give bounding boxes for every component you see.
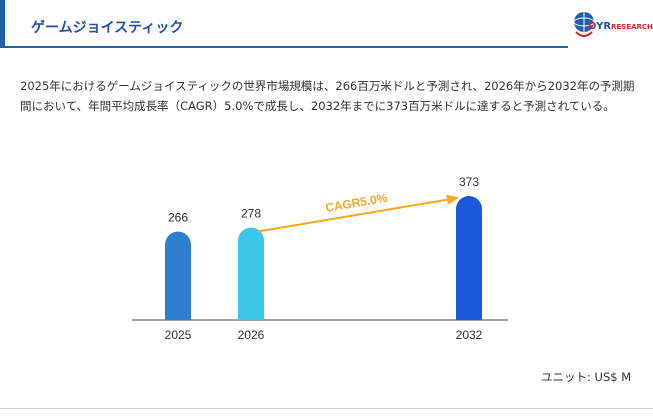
market-description: 2025年におけるゲームジョイスティックの世界市場規模は、266百万米ドルと予測… [20,79,635,113]
bar-2025 [165,231,191,320]
header-accent-bar [0,0,5,48]
logo-text: OYRRESEARCH [588,21,653,32]
cagr-arrow-head [446,194,459,205]
cagr-arrow-line [256,197,458,233]
unit-label: ユニット: US$ M [541,370,632,384]
logo-letter-o: O [588,21,597,32]
header: ゲームジョイスティック OYRRESEARCH [0,0,653,60]
data-label-2025: 266 [168,211,188,225]
data-label-2026: 278 [241,207,261,221]
bar-2032 [456,196,482,320]
globe-logo-icon [573,12,595,37]
footer-divider [0,408,653,409]
x-tick-label-2025: 2025 [165,328,192,342]
logo-research: RESEARCH [611,23,653,31]
x-tick-label-2032: 2032 [456,328,483,342]
x-tick-label-2026: 2026 [238,328,265,342]
company-logo: OYRRESEARCH [573,8,653,44]
bar-2026 [238,227,264,320]
logo-letters-yr: YR [596,21,612,32]
header-divider [0,46,568,48]
page-title: ゲームジョイスティック [31,20,184,36]
data-label-2032: 373 [459,175,479,189]
